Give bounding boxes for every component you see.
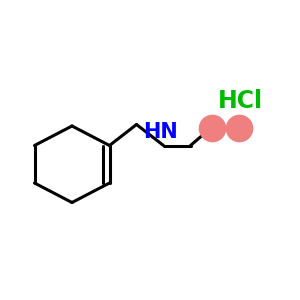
Text: HCl: HCl [218,88,262,112]
Point [209,125,214,130]
Point [236,125,241,130]
Text: HN: HN [143,122,178,142]
